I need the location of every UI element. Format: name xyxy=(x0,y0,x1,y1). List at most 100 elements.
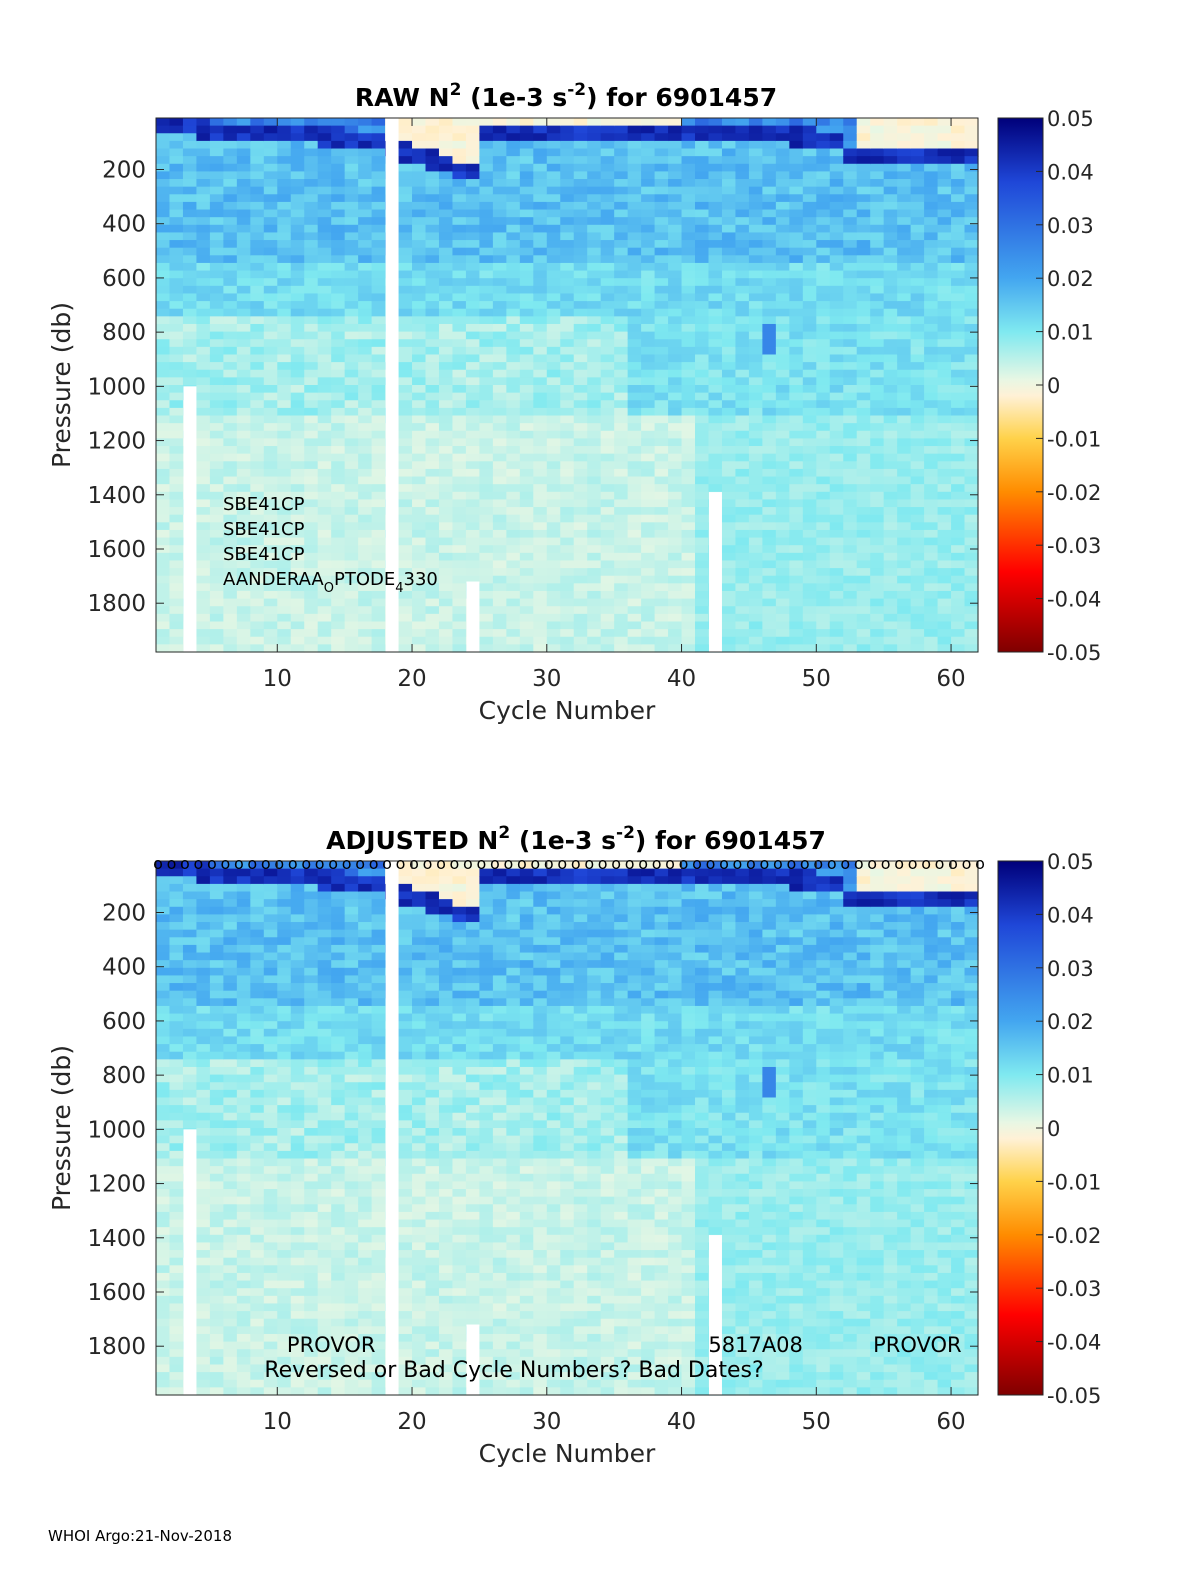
heat-cell xyxy=(358,423,373,432)
heat-cell xyxy=(748,179,763,188)
heat-cell xyxy=(250,1181,265,1190)
heat-cell xyxy=(250,861,265,870)
heat-cell xyxy=(721,476,737,485)
heat-cell xyxy=(317,400,332,409)
heat-cell xyxy=(398,430,413,439)
heat-cell xyxy=(223,1189,238,1198)
heat-cell xyxy=(223,1372,238,1381)
heat-cell xyxy=(223,983,238,992)
heat-cell xyxy=(641,194,656,203)
heat-cell xyxy=(735,262,750,272)
heat-cell xyxy=(425,362,440,371)
heat-cell xyxy=(290,476,305,485)
heat-cell xyxy=(897,186,912,195)
heat-cell xyxy=(856,415,871,424)
heat-cell xyxy=(668,377,683,386)
heat-cell xyxy=(735,400,750,409)
heat-cell xyxy=(897,316,912,325)
heat-cell xyxy=(209,967,224,977)
heat-cell xyxy=(937,331,952,340)
heat-cell xyxy=(614,461,629,470)
heat-cell xyxy=(398,125,413,134)
heat-cell xyxy=(802,156,817,165)
heat-cell xyxy=(236,1257,251,1266)
heat-cell xyxy=(843,590,858,600)
heat-cell xyxy=(277,369,292,378)
heat-cell xyxy=(668,583,683,592)
heat-cell xyxy=(492,316,507,325)
heat-cell xyxy=(358,240,373,249)
heat-cell xyxy=(438,125,454,134)
heat-cell xyxy=(695,240,710,249)
heat-cell xyxy=(236,323,251,333)
colorbar-tick-label: -0.03 xyxy=(1047,534,1101,558)
heat-cell xyxy=(519,232,534,241)
heat-cell xyxy=(250,983,265,992)
heat-cell xyxy=(223,1326,238,1335)
heat-cell xyxy=(856,148,871,157)
heat-cell xyxy=(156,868,171,877)
heat-cell xyxy=(492,644,507,653)
heat-cell xyxy=(290,453,305,462)
heat-cell xyxy=(627,491,642,501)
heat-cell xyxy=(371,118,386,127)
heat-cell xyxy=(223,552,238,562)
heat-cell xyxy=(398,560,413,569)
heat-cell xyxy=(506,400,521,409)
heat-cell xyxy=(452,133,467,142)
heat-cell xyxy=(223,423,238,432)
heat-cell xyxy=(438,255,454,264)
heat-cell xyxy=(546,293,561,302)
heat-cell xyxy=(196,1059,211,1068)
heat-cell xyxy=(802,293,817,302)
heat-cell xyxy=(681,339,696,348)
heat-cell xyxy=(196,362,211,371)
heat-cell xyxy=(695,583,710,592)
heat-cell xyxy=(721,339,737,348)
heat-cell xyxy=(802,423,817,432)
heat-cell xyxy=(412,529,427,539)
heat-cell xyxy=(250,415,265,424)
heat-cell xyxy=(573,148,588,157)
heat-cell xyxy=(412,247,427,256)
heat-cell xyxy=(250,891,265,900)
heat-cell xyxy=(856,240,871,249)
heat-cell xyxy=(263,1257,278,1266)
heat-cell xyxy=(250,1013,265,1022)
heat-cell xyxy=(371,385,386,394)
heat-cell xyxy=(196,400,211,409)
heat-cell xyxy=(465,179,481,188)
heat-cell xyxy=(735,285,750,295)
heat-cell xyxy=(748,415,763,424)
heat-cell xyxy=(317,476,332,485)
heat-cell xyxy=(614,316,629,325)
heat-cell xyxy=(897,590,912,600)
heat-cell xyxy=(317,499,332,508)
heat-cell xyxy=(829,461,844,470)
heat-cell xyxy=(560,125,575,134)
heat-cell xyxy=(263,148,278,157)
heat-cell xyxy=(735,316,750,325)
heat-cell xyxy=(209,590,224,600)
heat-cell xyxy=(182,224,198,234)
heat-cell xyxy=(856,133,871,142)
heat-cell xyxy=(546,125,561,134)
heat-cell xyxy=(614,278,629,287)
heat-cell xyxy=(924,514,939,523)
heat-cell xyxy=(317,186,332,195)
heat-cell xyxy=(816,354,831,363)
heat-cell xyxy=(425,621,440,630)
heat-cell xyxy=(182,270,198,279)
heat-cell xyxy=(695,125,710,134)
heat-cell xyxy=(169,1112,184,1121)
heat-cell xyxy=(223,1318,238,1327)
heat-cell xyxy=(560,568,575,577)
heat-cell xyxy=(546,598,561,607)
heat-cell xyxy=(870,240,885,249)
heat-cell xyxy=(250,1128,265,1137)
heat-cell xyxy=(344,529,359,539)
heat-cell xyxy=(425,278,440,287)
heat-cell xyxy=(573,369,588,378)
heat-cell xyxy=(506,118,521,127)
heat-cell xyxy=(223,1341,238,1350)
